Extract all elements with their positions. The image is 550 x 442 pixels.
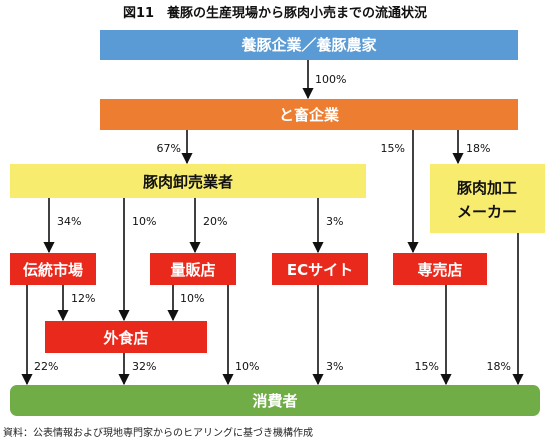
pct-wholesale-to-mass: 20%: [203, 215, 227, 228]
node-food-label: 外食店: [102, 329, 148, 347]
node-wholesale-label: 豚肉卸売業者: [143, 173, 233, 191]
pct-slaughter-to-processor: 18%: [466, 142, 490, 155]
node-slaughter-box: [100, 99, 518, 130]
pct-mass-to-food: 10%: [180, 292, 204, 305]
node-farm-box: [100, 30, 518, 60]
node-consumer-box: [10, 385, 540, 416]
node-specialty-label: 専売店: [417, 261, 462, 279]
node-slaughter-label: と畜企業: [279, 106, 340, 124]
diagram-title: 図11 養豚の生産現場から豚肉小売までの流通状況: [123, 5, 427, 21]
pct-farm-to-slaughter: 100%: [315, 73, 346, 86]
node-mass-box: [150, 253, 236, 285]
flow-percentages: 100% 67% 15% 18% 34% 10% 20% 3% 12% 10% …: [34, 73, 511, 373]
pct-slaughter-to-specialty: 15%: [381, 142, 405, 155]
pct-wholesale-to-food: 10%: [132, 215, 156, 228]
node-consumer-label: 消費者: [252, 392, 297, 410]
pct-market-to-consumer: 22%: [34, 360, 58, 373]
node-ec-box: [272, 253, 368, 285]
pct-slaughter-to-wholesale: 67%: [157, 142, 181, 155]
connectors: [21, 60, 524, 386]
node-processor-box: [430, 164, 545, 233]
pct-food-to-consumer: 32%: [132, 360, 156, 373]
node-farm-label: 養豚企業／養豚農家: [240, 36, 376, 54]
pct-market-to-food: 12%: [71, 292, 95, 305]
pct-processor-to-consumer: 18%: [487, 360, 511, 373]
node-mass-label: 量販店: [170, 261, 215, 279]
node-ec-label: ECサイト: [287, 261, 353, 279]
node-market-label: 伝統市場: [23, 261, 83, 279]
pct-ec-to-consumer: 3%: [326, 360, 343, 373]
pct-mass-to-consumer: 10%: [235, 360, 259, 373]
node-market-box: [10, 253, 96, 285]
pct-wholesale-to-market: 34%: [57, 215, 81, 228]
node-food-box: [45, 321, 207, 353]
node-wholesale-box: [10, 164, 366, 198]
node-processor-label-line1: 豚肉加工: [457, 179, 517, 197]
pct-specialty-to-consumer: 15%: [415, 360, 439, 373]
pct-wholesale-to-ec: 3%: [326, 215, 343, 228]
node-specialty-box: [393, 253, 487, 285]
node-processor-label-line2: メーカー: [457, 203, 517, 221]
source-note: 資料：公表情報および現地専門家からのヒアリングに基づき機構作成: [3, 426, 313, 439]
